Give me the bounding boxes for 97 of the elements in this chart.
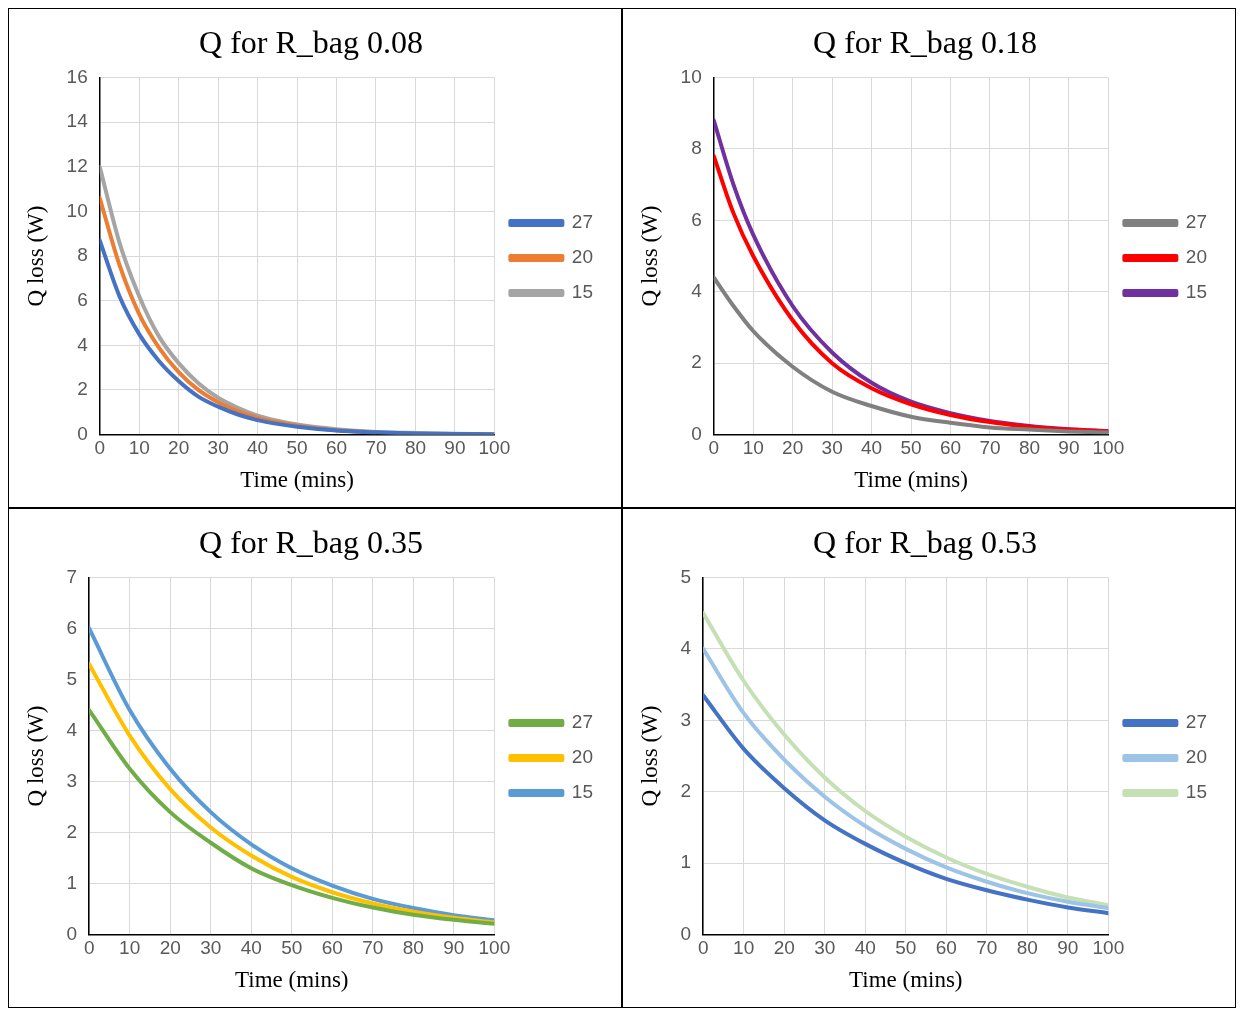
y-tick-label: 1 xyxy=(680,851,692,873)
x-tick-label: 100 xyxy=(478,937,511,959)
y-tick-label: 8 xyxy=(77,244,88,266)
x-tick-label: 90 xyxy=(1057,937,1079,959)
legend-label: 20 xyxy=(1185,246,1208,268)
y-tick-label: 4 xyxy=(680,637,692,659)
x-tick-label: 60 xyxy=(325,437,348,459)
x-tick-label: 0 xyxy=(94,437,106,459)
y-tick-label: 12 xyxy=(66,154,88,176)
x-tick-label: 10 xyxy=(128,437,150,459)
x-tick-label: 90 xyxy=(443,937,465,959)
y-tick-label: 4 xyxy=(66,718,78,740)
x-tick-label: 70 xyxy=(976,937,998,959)
y-tick-label: 0 xyxy=(77,422,88,444)
line-series xyxy=(703,693,1109,916)
x-tick-label: 20 xyxy=(773,937,795,959)
y-tick-label: 10 xyxy=(680,65,702,87)
x-tick-label: 80 xyxy=(1018,437,1041,459)
legend-label: 15 xyxy=(571,781,594,803)
x-tick-label: 50 xyxy=(286,437,308,459)
x-tick-label: 30 xyxy=(200,937,222,959)
y-axis-title: Q loss (W) xyxy=(636,705,662,807)
y-tick-label: 6 xyxy=(77,288,88,310)
chart-title: Q for R_bag 0.18 xyxy=(813,23,1037,60)
y-tick-label: 5 xyxy=(680,565,692,587)
legend-label: 15 xyxy=(571,281,594,303)
x-tick-label: 60 xyxy=(935,937,957,959)
y-tick-label: 14 xyxy=(66,110,89,132)
legend-label: 27 xyxy=(1185,211,1208,233)
y-axis-title: Q loss (W) xyxy=(636,205,662,307)
x-tick-label: 20 xyxy=(782,437,804,459)
y-tick-label: 0 xyxy=(691,422,702,444)
x-tick-label: 80 xyxy=(402,937,424,959)
y-tick-label: 3 xyxy=(680,708,692,730)
x-axis-title: Time (mins) xyxy=(849,967,963,993)
y-tick-label: 2 xyxy=(77,378,88,400)
x-tick-label: 20 xyxy=(159,937,181,959)
y-tick-label: 1 xyxy=(66,871,78,893)
y-tick-label: 7 xyxy=(66,565,78,587)
y-tick-label: 4 xyxy=(77,333,89,355)
x-tick-label: 70 xyxy=(979,437,1001,459)
x-tick-label: 40 xyxy=(240,937,262,959)
x-tick-label: 40 xyxy=(854,937,876,959)
y-tick-label: 0 xyxy=(66,922,78,944)
x-tick-label: 80 xyxy=(1016,937,1038,959)
x-tick-label: 100 xyxy=(1092,937,1125,959)
y-tick-label: 2 xyxy=(680,779,692,801)
x-tick-label: 80 xyxy=(404,437,427,459)
x-tick-label: 10 xyxy=(119,937,141,959)
x-tick-label: 50 xyxy=(895,937,917,959)
x-tick-label: 70 xyxy=(365,437,387,459)
y-axis-title: Q loss (W) xyxy=(22,705,48,807)
legend-label: 27 xyxy=(571,211,594,233)
legend-label: 15 xyxy=(1185,281,1208,303)
x-tick-label: 90 xyxy=(1058,437,1080,459)
y-tick-label: 16 xyxy=(66,65,88,87)
y-tick-label: 2 xyxy=(66,820,78,842)
legend-label: 20 xyxy=(1185,746,1208,768)
x-tick-label: 40 xyxy=(247,437,269,459)
x-tick-label: 50 xyxy=(900,437,922,459)
legend-label: 20 xyxy=(571,746,594,768)
x-tick-label: 70 xyxy=(362,937,384,959)
legend-label: 27 xyxy=(571,711,594,733)
x-tick-label: 20 xyxy=(168,437,190,459)
x-tick-label: 90 xyxy=(444,437,466,459)
x-tick-label: 50 xyxy=(281,937,303,959)
legend-label: 27 xyxy=(1185,711,1208,733)
y-tick-label: 10 xyxy=(66,199,88,221)
x-tick-label: 100 xyxy=(1092,437,1125,459)
y-tick-label: 3 xyxy=(66,769,78,791)
y-tick-label: 6 xyxy=(66,616,78,638)
x-tick-label: 10 xyxy=(733,937,755,959)
legend-label: 20 xyxy=(571,246,594,268)
x-axis-title: Time (mins) xyxy=(240,467,354,493)
chart-title: Q for R_bag 0.53 xyxy=(813,523,1037,560)
line-series xyxy=(89,708,495,926)
chart-title: Q for R_bag 0.08 xyxy=(199,23,423,60)
legend-label: 15 xyxy=(1185,781,1208,803)
x-tick-label: 30 xyxy=(814,937,836,959)
y-tick-label: 0 xyxy=(680,922,692,944)
x-tick-label: 100 xyxy=(478,437,511,459)
x-axis-title: Time (mins) xyxy=(235,967,349,993)
y-tick-label: 8 xyxy=(691,137,702,159)
x-tick-label: 60 xyxy=(939,437,962,459)
x-tick-label: 0 xyxy=(708,437,720,459)
y-tick-label: 5 xyxy=(66,667,78,689)
y-axis-title: Q loss (W) xyxy=(22,205,48,307)
x-tick-label: 40 xyxy=(861,437,883,459)
x-tick-label: 60 xyxy=(321,937,343,959)
x-tick-label: 30 xyxy=(821,437,843,459)
y-tick-label: 2 xyxy=(691,351,702,373)
x-tick-label: 10 xyxy=(742,437,764,459)
y-tick-label: 4 xyxy=(691,279,703,301)
x-tick-label: 30 xyxy=(207,437,229,459)
y-tick-label: 6 xyxy=(691,208,702,230)
chart-title: Q for R_bag 0.35 xyxy=(199,523,423,560)
x-axis-title: Time (mins) xyxy=(854,467,968,493)
